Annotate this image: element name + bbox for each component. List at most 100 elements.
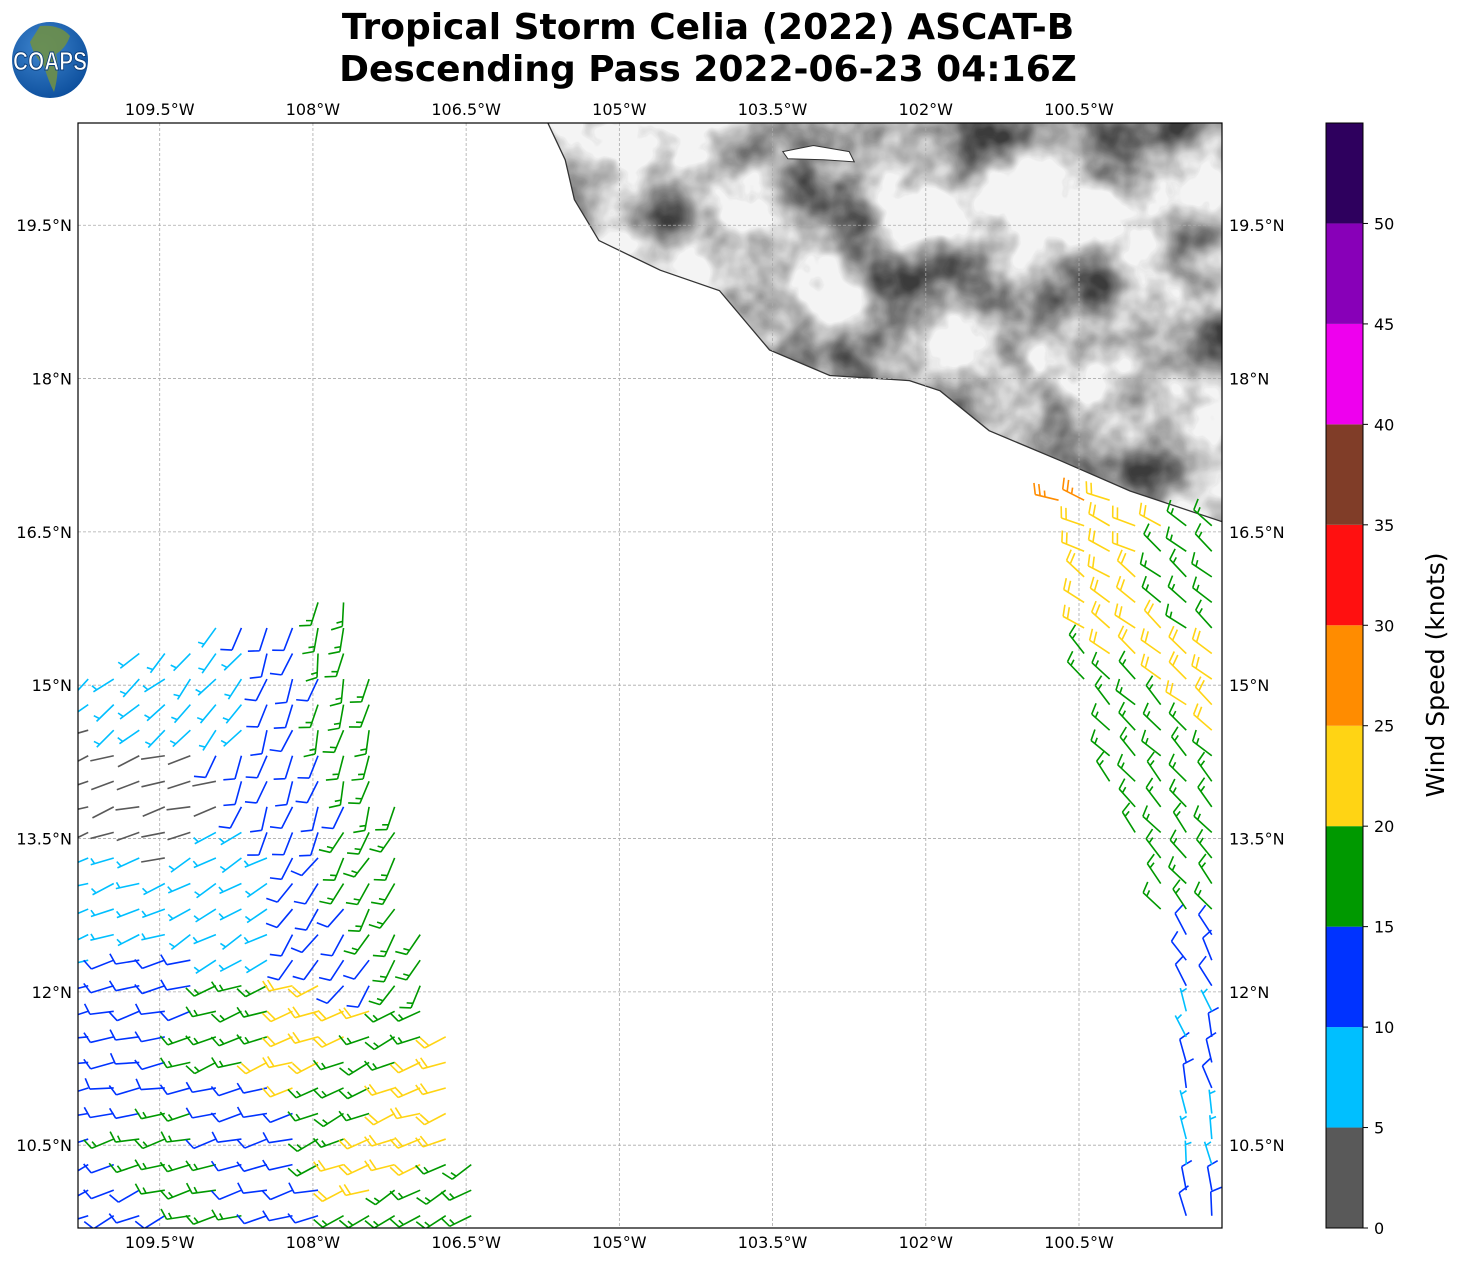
wind-barb <box>166 806 191 811</box>
wind-barb <box>1209 1115 1217 1140</box>
wind-barb <box>325 755 345 781</box>
wind-barb <box>117 729 140 745</box>
wind-barb <box>1116 549 1136 578</box>
wind-barb <box>90 831 114 840</box>
wind-barb <box>313 1036 344 1048</box>
wind-barb <box>1166 499 1187 527</box>
wind-barb <box>117 703 140 720</box>
wind-barb <box>195 678 217 696</box>
wind-barb <box>90 882 115 896</box>
wind-barb <box>261 1010 293 1023</box>
wind-barb <box>1061 477 1085 501</box>
wind-barb <box>1191 654 1213 680</box>
wind-barb <box>316 985 345 1005</box>
wind-barb <box>364 1159 395 1172</box>
wind-barb <box>243 857 268 868</box>
wind-barb <box>346 985 370 1008</box>
wind-barb <box>193 831 217 845</box>
wind-barb <box>1184 1140 1192 1165</box>
colorbar-segment <box>1326 1127 1363 1228</box>
wind-barb <box>1118 778 1136 808</box>
wind-barb <box>185 985 217 997</box>
wind-barb <box>343 857 370 878</box>
wind-barb <box>1203 1141 1213 1165</box>
wind-barb <box>1138 502 1162 527</box>
wind-barb <box>262 1056 293 1069</box>
wind-barb <box>267 959 294 981</box>
wind-barb <box>167 754 191 766</box>
wind-barb <box>221 652 242 671</box>
wind-barb <box>167 908 191 922</box>
colorbar-tick-label: 15 <box>1374 918 1394 937</box>
colorbar-label: Wind Speed (knots) <box>1421 552 1450 797</box>
lat-tick-label-left: 18°N <box>32 370 72 389</box>
wind-barb <box>1202 929 1213 961</box>
wind-barb <box>185 1214 217 1226</box>
wind-barb <box>1090 729 1111 757</box>
lat-tick-label-right: 13.5°N <box>1229 830 1285 849</box>
wind-barb <box>1207 1006 1220 1037</box>
wind-barb <box>272 627 294 652</box>
wind-barb <box>1193 805 1213 833</box>
lat-tick-label-right: 19.5°N <box>1229 216 1285 235</box>
lon-tick-label-top: 105°W <box>592 100 647 119</box>
wind-barb <box>1206 1159 1219 1191</box>
lat-tick-label-left: 13.5°N <box>16 830 72 849</box>
wind-barb <box>1208 1089 1216 1114</box>
wind-barb <box>300 806 319 833</box>
wind-barb <box>338 1183 370 1197</box>
wind-barb <box>1140 653 1162 680</box>
wind-barb <box>210 1086 242 1097</box>
wind-barb <box>116 857 140 869</box>
wind-barb <box>269 857 294 881</box>
wind-barb <box>78 678 89 692</box>
wind-barb <box>1091 651 1111 680</box>
wind-barb <box>108 1162 140 1174</box>
wind-barb <box>440 1189 472 1201</box>
wind-barb <box>342 959 370 980</box>
lat-tick-label-right: 15°N <box>1229 676 1269 695</box>
wind-barb <box>1195 599 1213 629</box>
wind-barb <box>170 652 191 672</box>
lon-tick-label-bottom: 100.5°W <box>1044 1233 1114 1252</box>
wind-barb <box>328 627 345 655</box>
wind-barb <box>141 882 166 896</box>
wind-barb <box>192 857 217 869</box>
lat-tick-label-right: 12°N <box>1229 983 1269 1002</box>
wind-barb <box>261 1189 293 1201</box>
wind-barb <box>78 1010 89 1016</box>
wind-barb <box>287 1213 319 1224</box>
wind-barb <box>78 882 89 887</box>
wind-barb <box>1191 729 1213 757</box>
wind-barb <box>394 959 421 981</box>
wind-barb <box>1170 726 1187 757</box>
wind-barb <box>415 1163 447 1175</box>
wind-barb <box>78 1163 89 1172</box>
wind-barb <box>134 958 166 970</box>
wind-barb <box>1140 628 1162 655</box>
wind-barb <box>244 678 268 702</box>
wind-barb <box>193 908 217 923</box>
wind-barb <box>1172 879 1187 910</box>
wind-barb <box>313 1215 344 1228</box>
wind-barb <box>313 1112 345 1128</box>
wind-barb <box>1182 1058 1194 1089</box>
wind-barb <box>1065 549 1085 578</box>
wind-barb <box>159 1010 191 1022</box>
wind-barb <box>83 1138 115 1150</box>
wind-barb <box>338 1110 370 1122</box>
colorbar-tick-label: 5 <box>1374 1119 1384 1138</box>
wind-barb <box>290 857 319 877</box>
wind-barb <box>159 1084 191 1096</box>
wind-barb <box>1174 1013 1187 1038</box>
wind-barb <box>185 1061 217 1075</box>
lat-tick-label-left: 12°N <box>32 983 72 1002</box>
wind-barb <box>1168 651 1187 680</box>
wind-barb <box>1095 751 1111 782</box>
wind-barb <box>223 781 243 807</box>
svg-text:COAPS: COAPS <box>13 46 87 76</box>
wind-barb <box>117 652 140 669</box>
wind-barb <box>92 806 115 819</box>
wind-barb <box>287 1111 319 1122</box>
